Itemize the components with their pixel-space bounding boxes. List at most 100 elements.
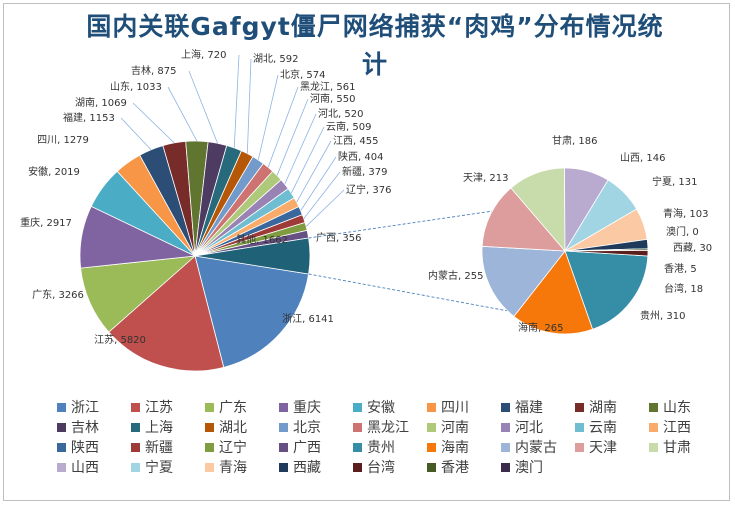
- label-slice-0: 浙江, 6141: [282, 313, 334, 325]
- legend-swatch: [57, 463, 66, 472]
- legend-label: 江苏: [145, 400, 173, 416]
- legend-swatch: [353, 443, 362, 452]
- legend-label: 澳门: [515, 460, 543, 476]
- leader-slice-16: [290, 126, 325, 194]
- legend-swatch: [131, 443, 140, 452]
- legend-swatch: [353, 463, 362, 472]
- legend-label: 重庆: [293, 400, 321, 416]
- label-slice-31: 台湾, 18: [664, 282, 703, 295]
- label-slice-16: 云南, 509: [326, 120, 371, 133]
- legend-swatch: [205, 403, 214, 412]
- legend-swatch: [279, 443, 288, 452]
- leader-slice-11: [246, 58, 252, 154]
- legend-item-33: 澳门: [501, 460, 543, 476]
- connector-bottom: [308, 273, 507, 312]
- legend-item-24: 内蒙古: [501, 440, 557, 456]
- label-slice-25: 天津, 213: [463, 172, 508, 184]
- legend-item-28: 宁夏: [131, 459, 173, 476]
- slice-23: [513, 250, 594, 335]
- legend-swatch: [353, 423, 362, 432]
- label-slice-12: 北京, 574: [280, 68, 325, 81]
- legend-swatch: [649, 403, 658, 412]
- connector-top: [308, 210, 493, 239]
- leader-slice-10: [233, 54, 240, 148]
- legend-label: 贵州: [367, 440, 395, 456]
- legend-item-5: 四川: [427, 400, 469, 416]
- legend-label: 浙江: [71, 400, 99, 416]
- leader-slice-17: [296, 140, 332, 203]
- label-slice-30: 西藏, 30: [673, 242, 712, 254]
- legend-label: 吉林: [71, 420, 99, 436]
- slice-1: [108, 255, 225, 372]
- legend-swatch: [575, 443, 584, 452]
- label-slice-6: 福建, 1153: [63, 111, 115, 124]
- legend-label: 辽宁: [219, 439, 247, 456]
- legend-label: 甘肃: [663, 440, 691, 456]
- label-slice-7: 湖南, 1069: [75, 96, 127, 109]
- legend-swatch: [57, 403, 66, 412]
- legend-swatch: [57, 443, 66, 452]
- legend-label: 河北: [515, 420, 543, 436]
- legend-item-12: 北京: [279, 420, 321, 436]
- legend-swatch: [427, 403, 436, 412]
- legend-swatch: [575, 403, 584, 412]
- legend-item-29: 青海: [205, 460, 247, 476]
- legend-label: 天津: [589, 440, 617, 456]
- legend-swatch: [279, 403, 288, 412]
- legend-swatch: [205, 463, 214, 472]
- legend-item-25: 天津: [575, 440, 617, 456]
- legend-swatch: [427, 463, 436, 472]
- leader-slice-13: [267, 86, 299, 168]
- legend-swatch: [205, 423, 214, 432]
- legend-label: 上海: [145, 420, 173, 436]
- legend-swatch: [131, 423, 140, 432]
- slice-0: [194, 255, 310, 368]
- legend-swatch: [501, 463, 510, 472]
- legend-label: 香港: [441, 460, 469, 476]
- legend-swatch: [501, 443, 510, 452]
- label-slice-32: 香港, 5: [664, 263, 697, 275]
- legend-label: 海南: [441, 440, 469, 456]
- legend-item-18: 陕西: [57, 440, 99, 456]
- legend-swatch: [427, 443, 436, 452]
- leader-slice-12: [257, 74, 279, 161]
- legend-item-9: 吉林: [57, 420, 99, 436]
- legend-item-6: 福建: [501, 400, 543, 416]
- leader-slice-8: [167, 86, 198, 142]
- legend-item-30: 西藏: [279, 460, 321, 476]
- legend-swatch: [575, 423, 584, 432]
- slice-other: [194, 237, 311, 275]
- legend-label: 安徽: [367, 400, 395, 416]
- legend-item-27: 山西: [57, 460, 99, 476]
- legend-item-31: 台湾: [353, 459, 395, 476]
- leader-slice-14: [276, 98, 309, 176]
- legend-label: 湖北: [219, 420, 247, 436]
- leader-slice-19: [303, 171, 341, 219]
- legend-swatch: [279, 423, 288, 432]
- legend-swatch: [427, 423, 436, 432]
- label-slice-2: 广东, 3266: [32, 288, 84, 301]
- label-slice-22: 贵州, 310: [640, 309, 685, 322]
- leader-slice-20: [305, 189, 345, 227]
- legend-item-7: 湖南: [575, 400, 617, 416]
- legend-label: 福建: [515, 400, 543, 416]
- label-slice-4: 安徽, 2019: [28, 165, 80, 178]
- label-slice-24: 内蒙古, 255: [428, 269, 483, 282]
- legend-item-1: 江苏: [131, 400, 173, 416]
- leader-slice-15: [284, 113, 317, 185]
- slice-25: [481, 187, 566, 252]
- legend-swatch: [649, 443, 658, 452]
- label-slice-other: 其他, 1662: [236, 233, 288, 246]
- leader-slice-6: [120, 117, 152, 150]
- legend-swatch: [649, 423, 658, 432]
- legend-label: 西藏: [293, 460, 321, 476]
- legend-item-26: 甘肃: [649, 440, 691, 456]
- label-slice-33: 澳门, 0: [666, 225, 699, 238]
- legend-label: 广东: [219, 400, 247, 416]
- legend-label: 广西: [293, 440, 321, 456]
- legend-item-22: 贵州: [353, 440, 395, 456]
- legend-label: 内蒙古: [515, 440, 557, 456]
- label-slice-27: 山西, 146: [620, 152, 665, 164]
